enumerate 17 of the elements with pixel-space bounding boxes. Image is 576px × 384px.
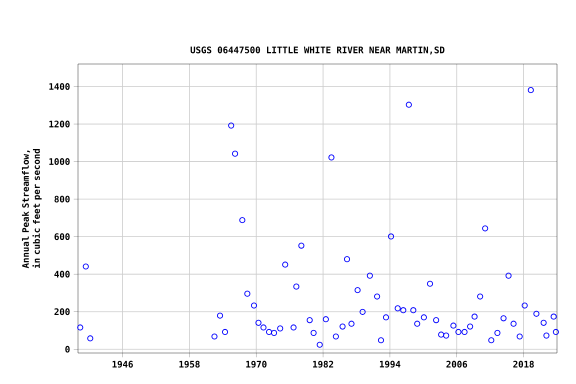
x-tick-label: 1982: [313, 360, 334, 368]
y-tick-label: 600: [54, 233, 70, 240]
y-tick-label: 400: [54, 270, 70, 278]
x-tick-label: 1958: [179, 360, 200, 368]
x-tick-label: 2006: [446, 360, 468, 368]
x-tick-label: 1994: [380, 360, 400, 368]
chart-title: USGS 06447500 LITTLE WHITE RIVER NEAR MARTIN,SD: [190, 46, 444, 54]
y-tick-label: 1400: [49, 83, 70, 90]
x-tick-label: 2018: [513, 360, 534, 368]
y-axis-title: Annual Peak Streamflow, in cubic feet per second: [22, 148, 42, 268]
x-tick-label: 1970: [246, 360, 267, 368]
y-tick-label: 200: [54, 308, 70, 316]
y-tick-label: 800: [54, 196, 70, 203]
y-tick-label: 1200: [49, 120, 70, 128]
x-tick-label: 1946: [112, 360, 133, 368]
y-tick-label: 0: [65, 346, 70, 353]
y-tick-label: 1000: [49, 158, 70, 165]
